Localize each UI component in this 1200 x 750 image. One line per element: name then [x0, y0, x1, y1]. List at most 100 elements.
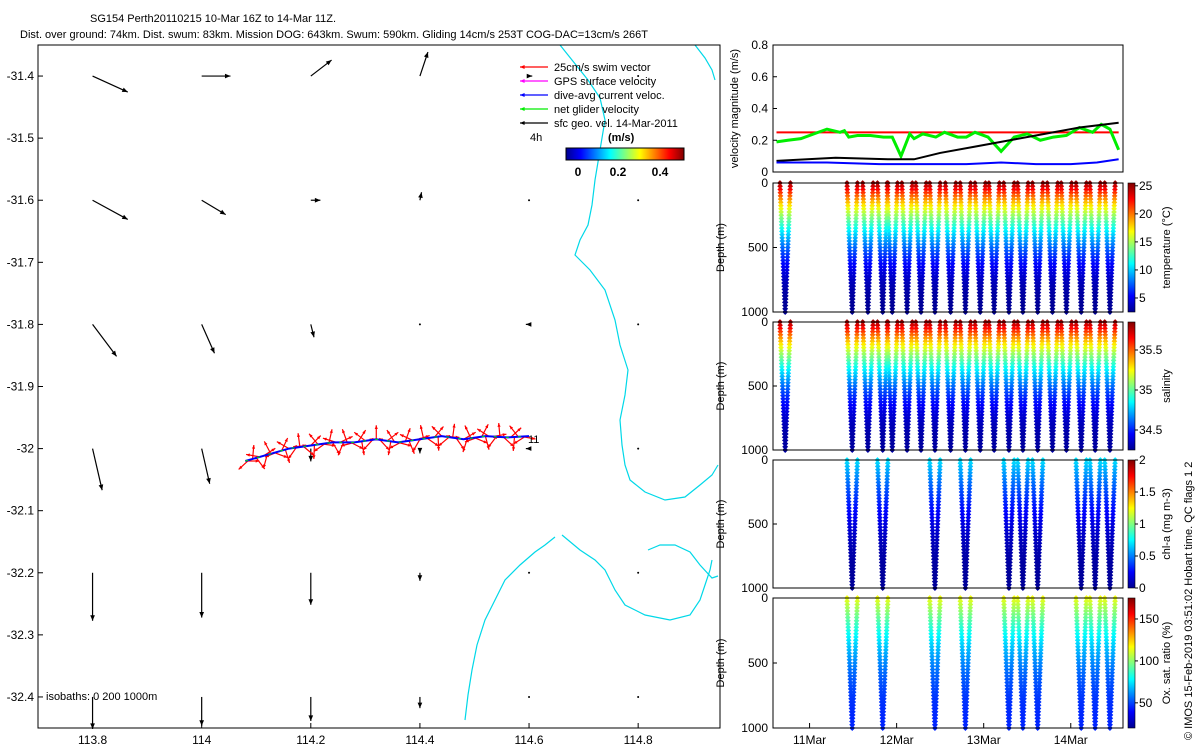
- geo-vector-head: [206, 477, 211, 484]
- temperature-data-point: [952, 193, 959, 199]
- temperature-data-point: [886, 238, 893, 244]
- temperature-data-point: [949, 270, 956, 277]
- temperature-data-point: [959, 244, 966, 251]
- temperature-data-point: [923, 183, 929, 190]
- temperature-data-point: [960, 260, 967, 267]
- temperature-data-point: [779, 244, 786, 251]
- temperature-data-point: [777, 193, 784, 199]
- swim-vector: [464, 425, 472, 439]
- temperature-data-point: [952, 199, 958, 206]
- temperature-data-point: [929, 241, 936, 248]
- swim-vector-head: [359, 445, 364, 449]
- temperature-data-point: [962, 305, 969, 312]
- swim-vector: [412, 438, 421, 452]
- swim-vector: [251, 444, 256, 459]
- temperature-data-point: [877, 244, 883, 251]
- temperature-data-point: [852, 228, 859, 235]
- temperature-data-point: [902, 273, 909, 280]
- temperature-data-point: [892, 228, 899, 235]
- temperature-data-point: [959, 222, 965, 228]
- temperature-data-point: [943, 193, 949, 199]
- chla-frame: [772, 459, 1124, 589]
- temperature-data-point: [854, 189, 860, 196]
- temperature-data-point: [889, 302, 896, 309]
- temperature-data-point: [849, 302, 856, 309]
- temperature-data-point: [785, 225, 792, 231]
- temperature-data-point: [907, 228, 914, 235]
- geo-vector-dot: [637, 199, 640, 202]
- temperature-data-point: [973, 205, 979, 212]
- temperature-data-point: [901, 231, 907, 238]
- glider-track: [238, 423, 536, 470]
- temperature-data-point: [934, 238, 941, 244]
- velocity-frame: [772, 44, 1124, 173]
- temperature-data-point: [780, 270, 787, 277]
- temperature-data-point: [958, 212, 965, 219]
- map-y-tick-label: -31.9: [7, 380, 35, 394]
- salinity-y-tick-label: 500: [748, 379, 768, 393]
- temperature-data-point: [922, 202, 929, 209]
- temperature-data-point: [915, 238, 921, 244]
- temperature-data-point: [958, 196, 964, 202]
- geo-vector: [308, 572, 314, 605]
- temperature-data-point: [981, 199, 988, 206]
- temperature-data-point: [874, 186, 881, 193]
- temperature-data-point: [861, 222, 868, 228]
- temperature-data-point: [934, 251, 941, 257]
- temperature-data-point: [906, 247, 913, 254]
- temperature-data-point: [887, 260, 894, 267]
- temperature-data-point: [958, 209, 965, 215]
- geo-vector-head: [224, 73, 231, 79]
- temperature-data-point: [777, 186, 784, 193]
- temperature-data-point: [847, 273, 854, 280]
- mission-summary: Dist. over ground: 74km. Dist. swum: 83k…: [20, 29, 648, 41]
- temperature-data-point: [960, 257, 967, 264]
- swim-vector-head: [262, 464, 266, 469]
- temperature-data-point: [933, 276, 940, 283]
- swim-vector: [437, 436, 450, 447]
- map-y-tick-label: -31.5: [7, 131, 35, 145]
- temperature-data-point: [901, 244, 908, 251]
- temperature-data-point: [929, 234, 935, 241]
- temperature-data-point: [853, 202, 860, 209]
- temperature-data-point: [875, 209, 882, 215]
- temperature-data-point: [907, 238, 913, 244]
- temperature-ylabel: Depth (m): [715, 223, 727, 272]
- velocity-ylabel: velocity magnitude (m/s): [729, 49, 741, 168]
- temperature-data-point: [982, 183, 989, 190]
- temperature-data-point: [867, 257, 873, 264]
- salinity-colorbar-tick-label: 34.5: [1139, 423, 1163, 437]
- temperature-data-point: [982, 186, 989, 193]
- temperature-data-point: [966, 218, 972, 225]
- temperature-data-point: [899, 202, 906, 209]
- legend-arrow: [520, 65, 548, 69]
- temperature-data-point: [899, 183, 905, 190]
- geo-vector: [419, 51, 429, 77]
- temperature-data-point: [965, 231, 972, 238]
- swim-vector-head: [510, 443, 514, 447]
- temperature-data-point: [942, 189, 949, 196]
- swim-vector: [408, 440, 415, 454]
- geo-vector-head: [423, 52, 429, 59]
- temperature-data-point: [779, 228, 785, 235]
- swim-vector: [452, 423, 456, 438]
- temperature-data-point: [853, 215, 859, 222]
- temperature-data-point: [899, 189, 906, 196]
- swim-vector: [374, 425, 378, 440]
- temperature-data-point: [881, 257, 888, 264]
- temperature-data-point: [913, 202, 920, 209]
- temperature-data-point: [958, 215, 965, 222]
- temperature-data-point: [785, 228, 792, 235]
- temperature-data-point: [894, 196, 900, 202]
- swim-vector: [510, 427, 522, 438]
- temperature-data-point: [922, 212, 928, 219]
- temperature-data-point: [929, 247, 936, 254]
- geo-vector-head: [199, 612, 205, 618]
- temperature-data-point: [922, 196, 929, 202]
- swim-vector-head: [497, 423, 501, 427]
- temperature-data-point: [965, 225, 972, 231]
- temperature-data-point: [900, 218, 907, 225]
- swim-vector: [487, 436, 497, 449]
- temperature-data-point: [921, 234, 927, 241]
